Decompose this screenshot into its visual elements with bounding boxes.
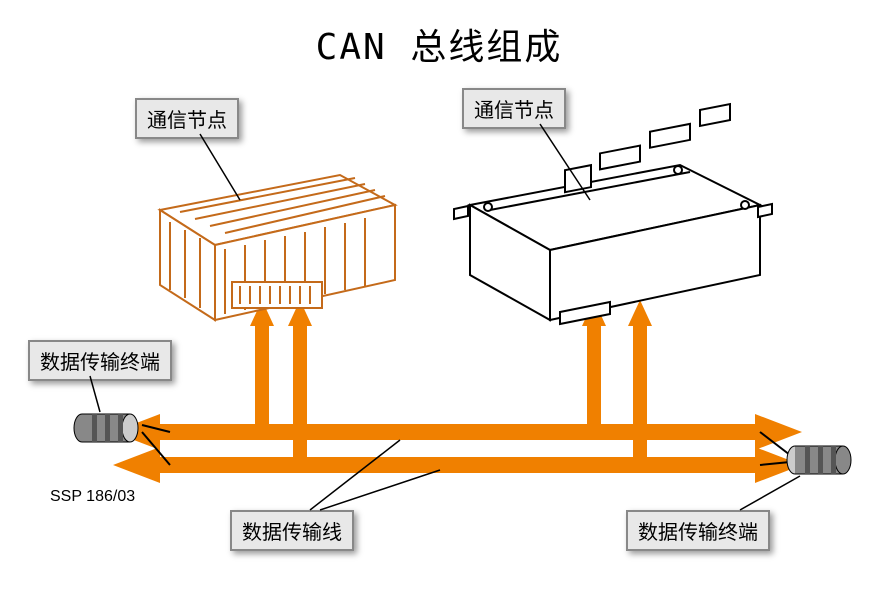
ecu-right	[454, 104, 772, 324]
bus-top	[113, 414, 802, 450]
ecu1-drops	[250, 300, 312, 465]
ecu2-drops	[582, 300, 652, 465]
bus-bottom	[113, 447, 802, 483]
ecu-left	[160, 175, 395, 320]
diagram-svg	[0, 0, 878, 590]
